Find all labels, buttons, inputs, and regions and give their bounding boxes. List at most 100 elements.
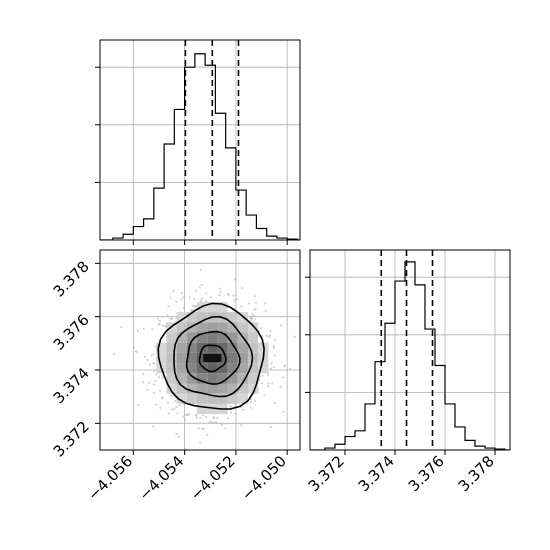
- ticks-density: [95, 262, 288, 455]
- sample-point: [240, 305, 243, 308]
- sample-point: [204, 415, 208, 419]
- x-tick-label: 3.372: [305, 452, 348, 495]
- sample-point: [188, 296, 191, 299]
- sample-point: [161, 324, 164, 327]
- density-cell: [258, 363, 269, 374]
- histogram-step: [310, 261, 510, 450]
- sample-point: [152, 362, 155, 365]
- density-cell: [217, 393, 228, 404]
- density-cell: [227, 342, 238, 353]
- density-cell: [207, 332, 218, 343]
- sample-point: [152, 370, 156, 373]
- sample-point: [180, 298, 183, 301]
- sample-point: [112, 352, 116, 355]
- density-cell: [227, 383, 238, 394]
- contour-line: [173, 315, 254, 398]
- density-cell: [197, 312, 208, 323]
- sample-point: [264, 302, 267, 305]
- sample-point: [260, 381, 263, 384]
- sample-point: [154, 345, 157, 348]
- x-tick-label: 3.378: [455, 452, 498, 495]
- density-cell: [217, 363, 228, 374]
- sample-point: [272, 365, 275, 369]
- sample-point: [247, 302, 251, 305]
- sample-point: [254, 301, 258, 304]
- sample-point: [274, 338, 277, 342]
- density-cell: [248, 373, 259, 384]
- sample-point: [196, 465, 198, 467]
- ticks-y-hist: [305, 276, 496, 455]
- density-cell: [176, 373, 187, 384]
- sample-point: [152, 391, 155, 394]
- sample-point: [191, 304, 194, 307]
- sample-point: [184, 413, 187, 416]
- density-cell: [227, 322, 238, 333]
- sample-point: [182, 415, 185, 418]
- sample-point: [264, 309, 267, 313]
- sample-point: [148, 363, 151, 366]
- sample-point: [208, 420, 211, 424]
- sample-point: [170, 394, 173, 397]
- sample-point: [161, 376, 164, 379]
- density-cell: [197, 322, 208, 333]
- quantile-lines-x: [184, 40, 240, 240]
- sample-point: [192, 297, 196, 301]
- density-cell: [197, 363, 208, 374]
- sample-point: [175, 405, 178, 408]
- x-tick-labels-density: −4.056 −4.054 −4.052 −4.050: [84, 452, 290, 504]
- sample-point: [250, 406, 253, 409]
- sample-point: [282, 376, 285, 379]
- sample-point: [263, 394, 266, 397]
- sample-point: [210, 421, 214, 424]
- density-cell: [186, 383, 198, 394]
- hist-panel-y: 3.372 3.374 3.376 3.378: [305, 249, 511, 495]
- sample-point: [195, 305, 198, 308]
- x-tick-label: −4.050: [238, 452, 290, 504]
- sample-point: [270, 362, 273, 365]
- sample-point: [135, 350, 138, 353]
- sample-point: [253, 295, 257, 298]
- sample-point: [146, 358, 149, 362]
- grid-x-hist: [100, 40, 300, 240]
- sample-point: [236, 297, 239, 301]
- density-cell: [248, 332, 259, 343]
- y-tick-label: 3.374: [50, 364, 93, 407]
- density-contours: [157, 302, 265, 410]
- density-cell: [248, 363, 259, 374]
- sample-point: [268, 334, 272, 337]
- sample-point: [182, 306, 186, 309]
- sample-point: [240, 424, 243, 427]
- sample-point: [167, 305, 170, 308]
- sample-point: [195, 416, 198, 419]
- sample-point: [161, 396, 164, 399]
- sample-point: [252, 314, 255, 318]
- density-cell: [166, 342, 177, 353]
- density-peak: [203, 354, 222, 362]
- sample-point: [234, 412, 238, 415]
- sample-point: [261, 374, 264, 377]
- density-cell: [166, 363, 177, 374]
- y-tick-label: 3.376: [50, 311, 93, 354]
- density-cell: [237, 363, 249, 374]
- sample-point: [146, 388, 149, 391]
- sample-point: [216, 416, 219, 420]
- sample-point: [184, 419, 187, 422]
- sample-point: [156, 317, 159, 320]
- sample-point: [187, 412, 190, 416]
- density-cell: [207, 403, 218, 415]
- sample-point: [209, 296, 212, 299]
- density-cell: [207, 322, 218, 333]
- sample-point: [227, 417, 230, 420]
- sample-point: [273, 402, 276, 405]
- density-cell: [166, 352, 177, 364]
- sample-point: [173, 407, 176, 411]
- contour-line: [157, 302, 265, 410]
- sample-point: [194, 413, 197, 416]
- sample-point: [136, 329, 139, 332]
- sample-point: [269, 367, 273, 370]
- sample-point: [137, 403, 140, 407]
- sample-point: [254, 307, 257, 311]
- hist-panel-x: [95, 39, 301, 245]
- density-cell: [248, 383, 259, 394]
- sample-point: [270, 382, 274, 385]
